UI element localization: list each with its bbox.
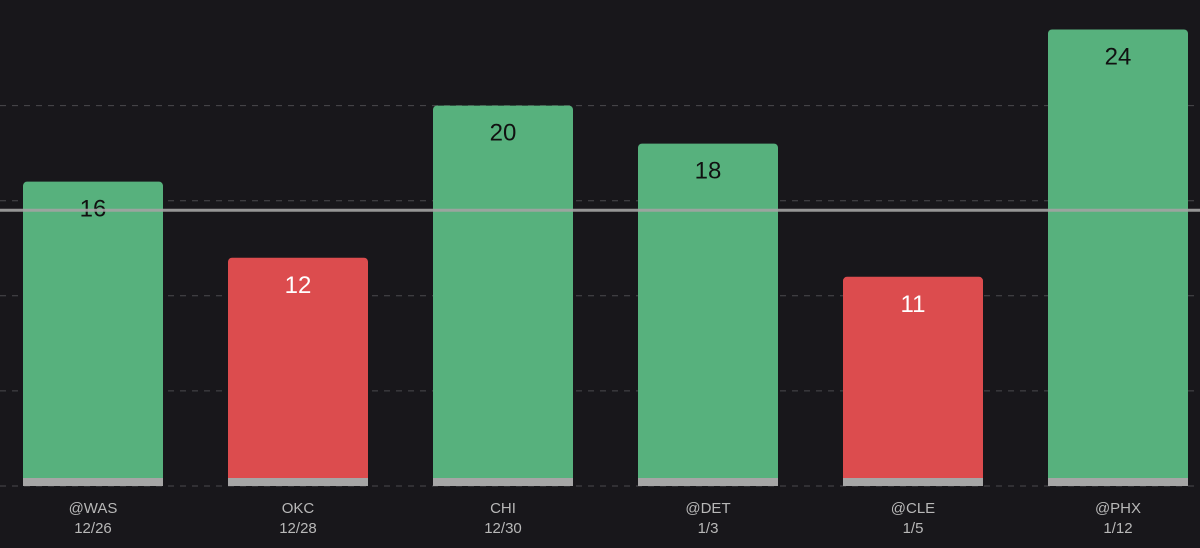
x-tick-team-label: @WAS — [69, 500, 118, 517]
x-tick-team-label: @CLE — [891, 500, 935, 517]
x-tick-date-label: 1/5 — [903, 520, 924, 537]
bar-value-label: 24 — [1105, 44, 1132, 71]
x-tick-date-label: 1/12 — [1103, 520, 1132, 537]
x-tick-date-label: 12/28 — [279, 520, 317, 537]
bar — [843, 276, 983, 486]
x-tick-date-label: 12/30 — [484, 520, 522, 537]
bar-base — [843, 478, 983, 486]
bar — [228, 257, 368, 486]
x-tick-date-label: 12/26 — [74, 520, 112, 537]
x-tick-team-label: OKC — [282, 500, 315, 517]
bar-value-label: 11 — [901, 291, 926, 318]
x-tick-team-label: CHI — [490, 500, 516, 517]
bar-base — [1048, 478, 1188, 486]
bar — [638, 143, 778, 486]
x-tick-date-label: 1/3 — [698, 520, 719, 537]
bar — [1048, 29, 1188, 487]
bar-base — [638, 478, 778, 486]
bar-value-label: 18 — [695, 158, 722, 185]
bar-base — [228, 478, 368, 486]
bar — [433, 105, 573, 487]
bar — [23, 181, 163, 486]
bar-value-label: 20 — [490, 120, 517, 147]
bar-value-label: 12 — [285, 272, 312, 299]
bar-base — [23, 478, 163, 486]
x-tick-team-label: @DET — [685, 500, 730, 517]
bar-base — [433, 478, 573, 486]
x-tick-team-label: @PHX — [1095, 500, 1141, 517]
